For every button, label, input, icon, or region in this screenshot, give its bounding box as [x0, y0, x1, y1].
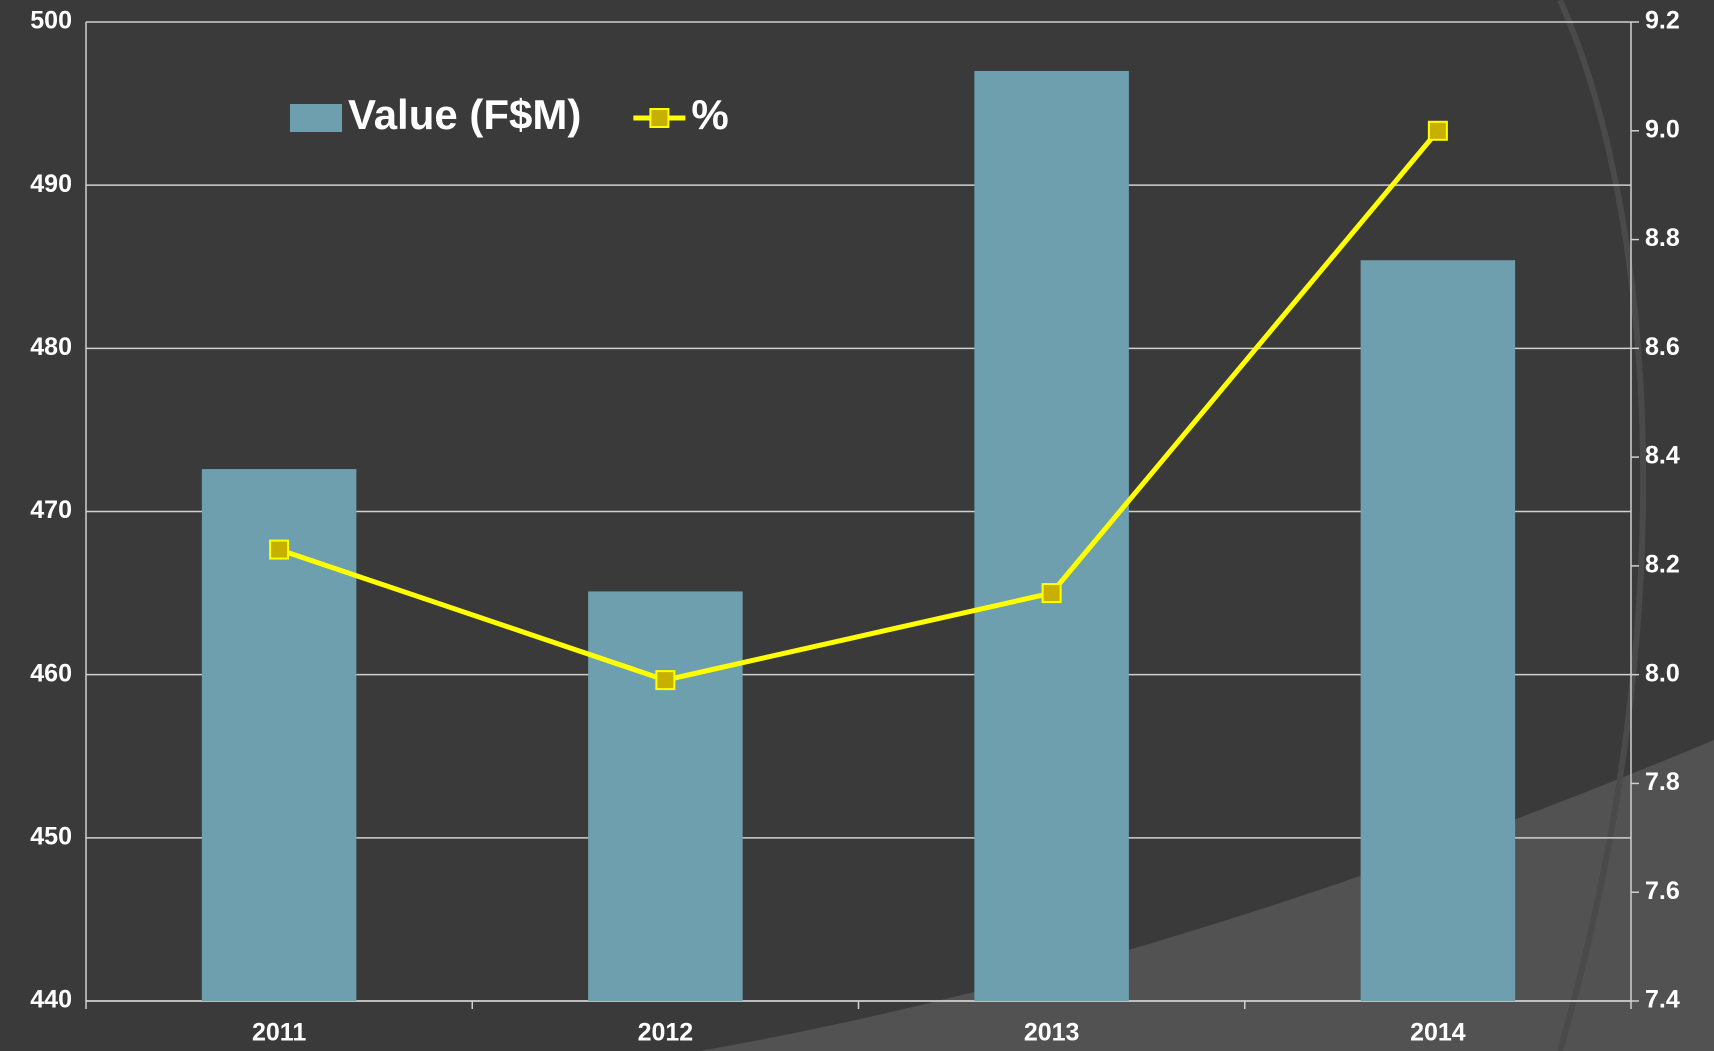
line: [278, 129, 1440, 683]
y-tick-label: 470: [30, 496, 72, 524]
y2-tick-label: 8.4: [1645, 442, 1680, 470]
y-tick-label: 460: [30, 659, 72, 687]
x-tick-label: 2011: [252, 1019, 306, 1047]
legend-label: Value (F$M): [348, 91, 581, 138]
legend-label: %: [691, 91, 728, 138]
y2-tick-label: 8.6: [1645, 333, 1680, 361]
y-tick-label: 500: [30, 7, 72, 35]
bar: [974, 70, 1129, 1001]
y-tick-label: 490: [30, 170, 72, 198]
y-tick-label: 450: [30, 822, 72, 850]
y2-tick-label: 7.8: [1645, 768, 1680, 796]
line-marker: [655, 670, 676, 691]
y2-tick-label: 8.0: [1645, 659, 1680, 687]
marks: [201, 70, 1516, 1001]
x-tick-label: 2012: [638, 1019, 694, 1047]
y2-tick-label: 8.2: [1645, 550, 1680, 578]
decor-ring: [1557, 0, 1647, 1051]
y2-tick-label: 7.4: [1645, 986, 1680, 1014]
legend-swatch: [290, 104, 342, 132]
legend-marker: [649, 108, 670, 128]
y-tick-label: 440: [30, 986, 72, 1014]
y2-tick-label: 9.0: [1645, 115, 1680, 143]
bar: [588, 591, 743, 1001]
line-marker: [1427, 120, 1448, 141]
y2-tick-label: 8.8: [1645, 224, 1680, 252]
line-marker: [1041, 583, 1062, 604]
y2-tick-label: 9.2: [1645, 7, 1680, 35]
bar: [1360, 260, 1516, 1001]
x-tick-label: 2013: [1024, 1019, 1080, 1047]
line-marker: [269, 539, 290, 560]
y2-tick-label: 7.6: [1645, 877, 1680, 905]
y-tick-label: 480: [30, 333, 72, 361]
x-tick-label: 2014: [1410, 1019, 1466, 1047]
